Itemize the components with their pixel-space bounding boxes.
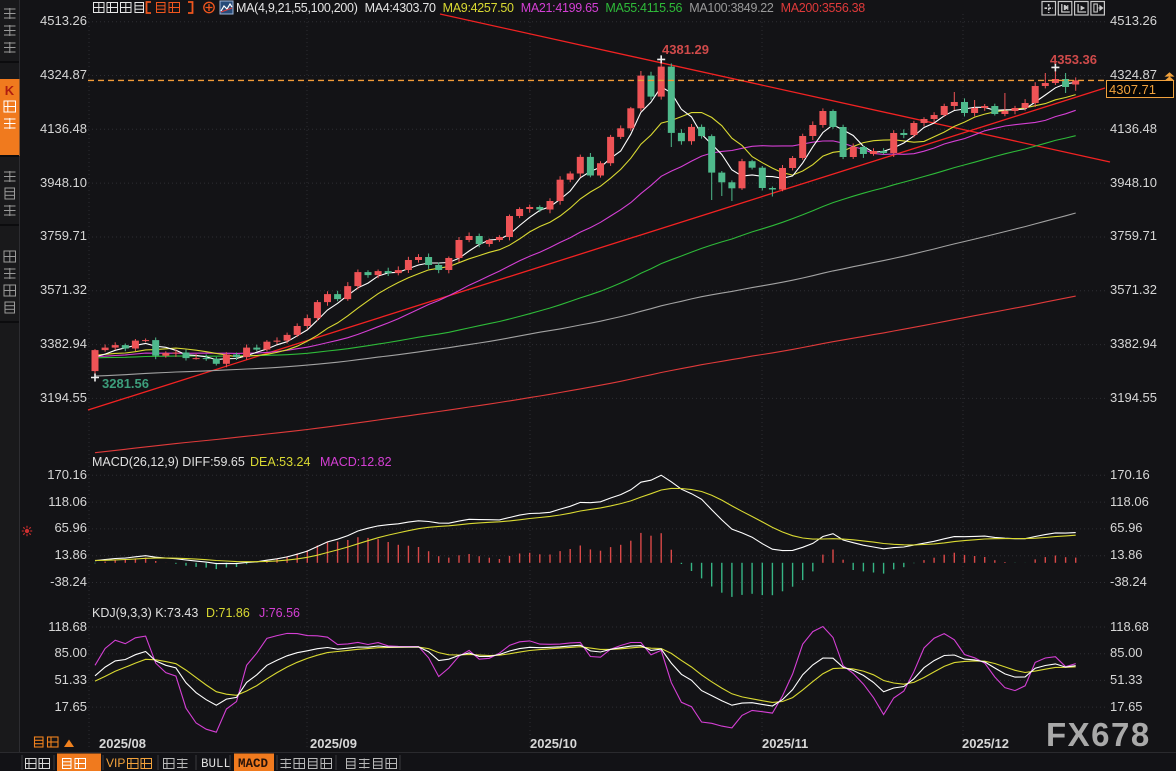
- svg-text:K: K: [5, 83, 15, 98]
- svg-text:VIP: VIP: [106, 756, 125, 770]
- svg-text:BULL: BULL: [201, 757, 231, 771]
- svg-text:MACD: MACD: [238, 757, 269, 771]
